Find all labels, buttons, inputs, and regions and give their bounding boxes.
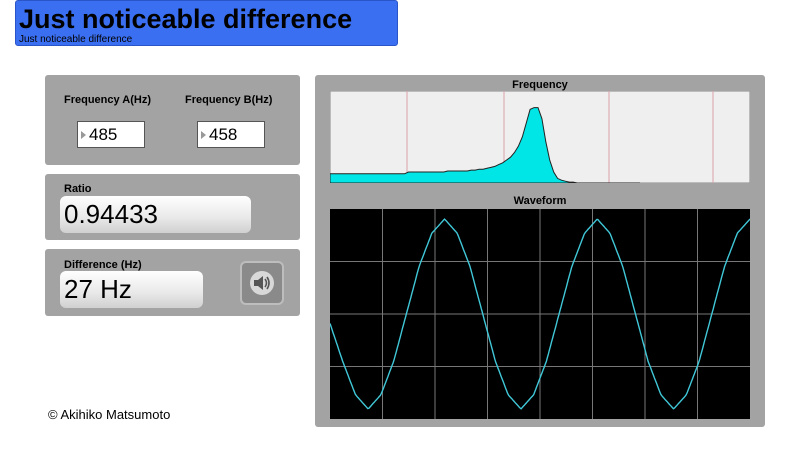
frequency-chart: [330, 91, 750, 183]
frequency-a-input[interactable]: 485: [77, 121, 145, 148]
waveform-line: [330, 218, 750, 410]
frequency-inputs-panel: [45, 75, 300, 165]
difference-label: Difference (Hz): [64, 259, 142, 271]
frequency-b-label: Frequency B(Hz): [185, 94, 273, 106]
frequency-chart-title: Frequency: [512, 79, 568, 91]
copyright-text: © Akihiko Matsumoto: [48, 407, 171, 422]
stepper-caret-icon: [81, 131, 86, 139]
waveform-chart: [330, 209, 750, 419]
frequency-a-label: Frequency A(Hz): [64, 94, 151, 106]
frequency-b-value: 458: [209, 125, 238, 144]
ratio-value: 0.94433: [60, 196, 251, 233]
speaker-icon: [250, 271, 274, 295]
page-title: Just noticeable difference: [19, 4, 353, 34]
stepper-caret-icon: [201, 131, 206, 139]
frequency-b-input[interactable]: 458: [197, 121, 265, 148]
frequency-spectrum-area: [330, 107, 640, 183]
page-subtitle: Just noticeable difference: [19, 34, 133, 45]
play-sound-button[interactable]: [240, 261, 284, 305]
difference-value: 27 Hz: [60, 271, 203, 308]
title-banner: Just noticeable difference Just noticeab…: [15, 0, 398, 46]
ratio-label: Ratio: [64, 183, 92, 195]
frequency-a-value: 485: [89, 125, 118, 144]
waveform-chart-title: Waveform: [513, 195, 567, 207]
